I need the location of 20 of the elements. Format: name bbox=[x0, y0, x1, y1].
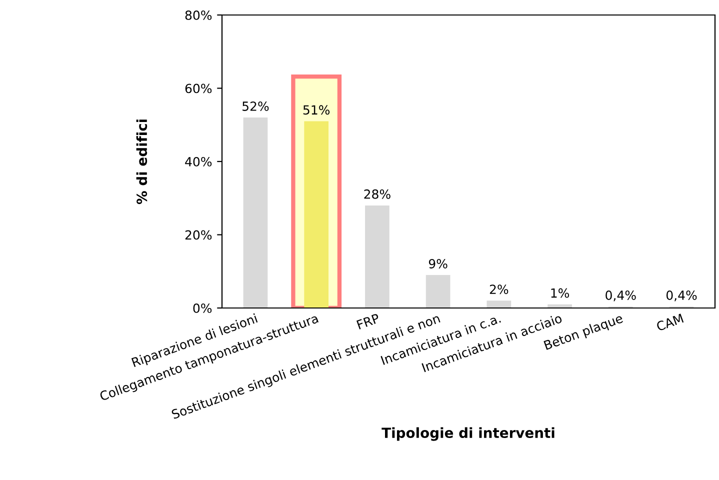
y-tick-label: 40% bbox=[185, 156, 212, 166]
x-axis-title: Tipologie di interventi bbox=[382, 427, 554, 441]
y-tick-label: 0% bbox=[193, 303, 212, 313]
data-label: 0,4% bbox=[666, 290, 697, 302]
bar bbox=[486, 300, 512, 308]
bar bbox=[243, 118, 268, 308]
data-label: 52% bbox=[242, 102, 269, 111]
data-label: 9% bbox=[428, 258, 448, 268]
y-tick-label: 60% bbox=[185, 84, 212, 94]
data-label: 51% bbox=[303, 105, 330, 115]
y-tick-label: 80% bbox=[185, 10, 212, 20]
y-axis-title: % di edifici bbox=[136, 120, 148, 204]
bar bbox=[426, 275, 450, 308]
data-label: 0,4% bbox=[606, 290, 636, 302]
y-tick-label: 20% bbox=[185, 230, 212, 240]
data-label: 1% bbox=[551, 288, 570, 298]
data-label: 28% bbox=[364, 189, 390, 199]
bar bbox=[365, 205, 390, 308]
data-label: 2% bbox=[490, 284, 508, 294]
x-tick-label: CAM bbox=[656, 313, 684, 332]
